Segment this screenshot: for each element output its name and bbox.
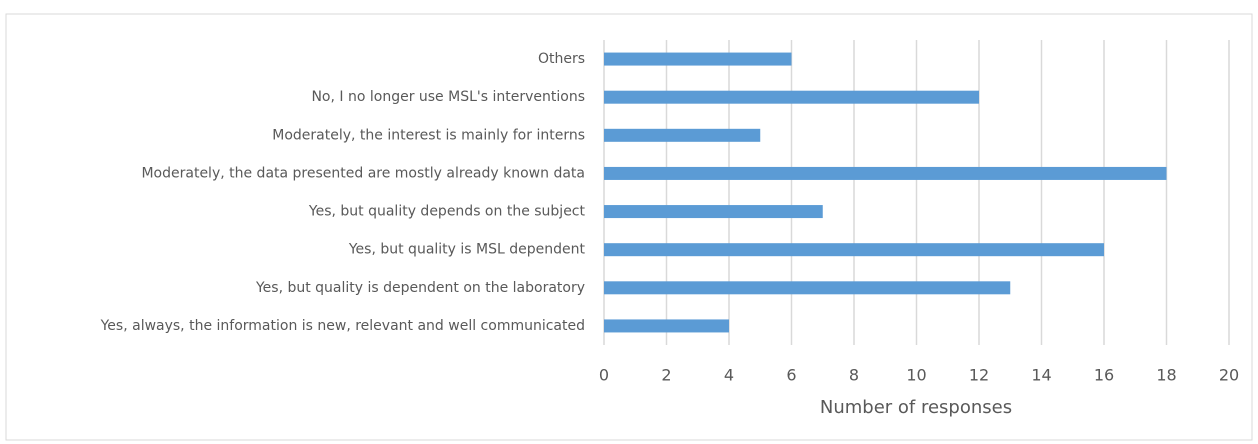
x-tick-label: 16	[1094, 366, 1114, 385]
y-tick-label: Yes, but quality is MSL dependent	[348, 242, 586, 258]
y-tick-label: Yes, always, the information is new, rel…	[100, 318, 585, 334]
x-tick-label: 6	[786, 366, 796, 385]
bar	[604, 243, 1104, 257]
y-tick-label: Others	[538, 51, 585, 67]
x-axis-title: Number of responses	[820, 397, 1012, 418]
y-tick-label: Moderately, the data presented are mostl…	[141, 165, 585, 181]
x-tick-label: 0	[599, 366, 609, 385]
bar	[604, 319, 729, 333]
bar	[604, 205, 823, 219]
y-tick-label: No, I no longer use MSL's interventions	[311, 89, 585, 105]
y-tick-label: Yes, but quality is dependent on the lab…	[255, 280, 585, 296]
bar	[604, 90, 979, 104]
bar	[604, 281, 1011, 295]
y-tick-label: Moderately, the interest is mainly for i…	[272, 127, 585, 143]
x-tick-label: 18	[1156, 366, 1176, 385]
x-tick-label: 20	[1219, 366, 1239, 385]
bar	[604, 166, 1167, 180]
x-tick-label: 10	[906, 366, 926, 385]
chart-border	[5, 13, 1253, 441]
x-tick-label: 8	[849, 366, 859, 385]
bar	[604, 52, 792, 66]
x-tick-label: 4	[724, 366, 734, 385]
bar	[604, 128, 761, 142]
x-tick-label: 2	[661, 366, 671, 385]
x-tick-label: 14	[1031, 366, 1051, 385]
x-tick-label: 12	[969, 366, 989, 385]
y-tick-label: Yes, but quality depends on the subject	[308, 204, 586, 220]
